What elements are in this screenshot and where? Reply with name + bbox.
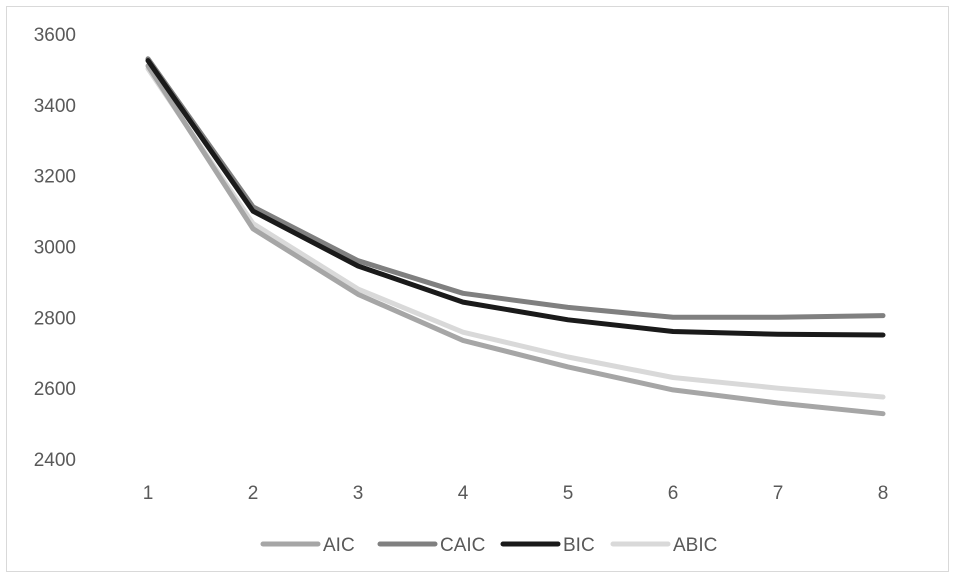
series-line-abic [145, 66, 886, 400]
series-line-caic [145, 56, 886, 320]
legend-label-caic: CAIC [440, 535, 485, 556]
series-line-bic [145, 58, 886, 338]
x-tick-label: 6 [668, 483, 679, 504]
x-tick-label: 2 [248, 483, 259, 504]
x-tick-label: 4 [458, 483, 469, 504]
y-axis: 2400 2600 2800 3000 3200 3400 3600 [34, 25, 76, 471]
legend-label-abic: ABIC [673, 535, 717, 556]
legend: AIC CAIC BIC ABIC [260, 535, 717, 556]
y-tick-label: 2400 [34, 450, 76, 471]
x-tick-label: 8 [878, 483, 889, 504]
x-tick-label: 1 [143, 483, 154, 504]
y-tick-label: 2800 [34, 308, 76, 329]
x-axis: 1 2 3 4 5 6 7 8 [143, 483, 889, 504]
x-tick-label: 7 [773, 483, 784, 504]
y-tick-label: 3200 [34, 167, 76, 188]
y-tick-label: 3400 [34, 96, 76, 117]
series-line-aic [145, 63, 886, 417]
y-tick-label: 2600 [34, 379, 76, 400]
chart-frame [6, 6, 949, 572]
series-lines [145, 56, 886, 417]
legend-label-bic: BIC [563, 535, 595, 556]
x-tick-label: 5 [563, 483, 574, 504]
x-tick-label: 3 [353, 483, 364, 504]
y-tick-label: 3600 [34, 25, 76, 46]
y-tick-label: 3000 [34, 238, 76, 259]
legend-label-aic: AIC [323, 535, 355, 556]
